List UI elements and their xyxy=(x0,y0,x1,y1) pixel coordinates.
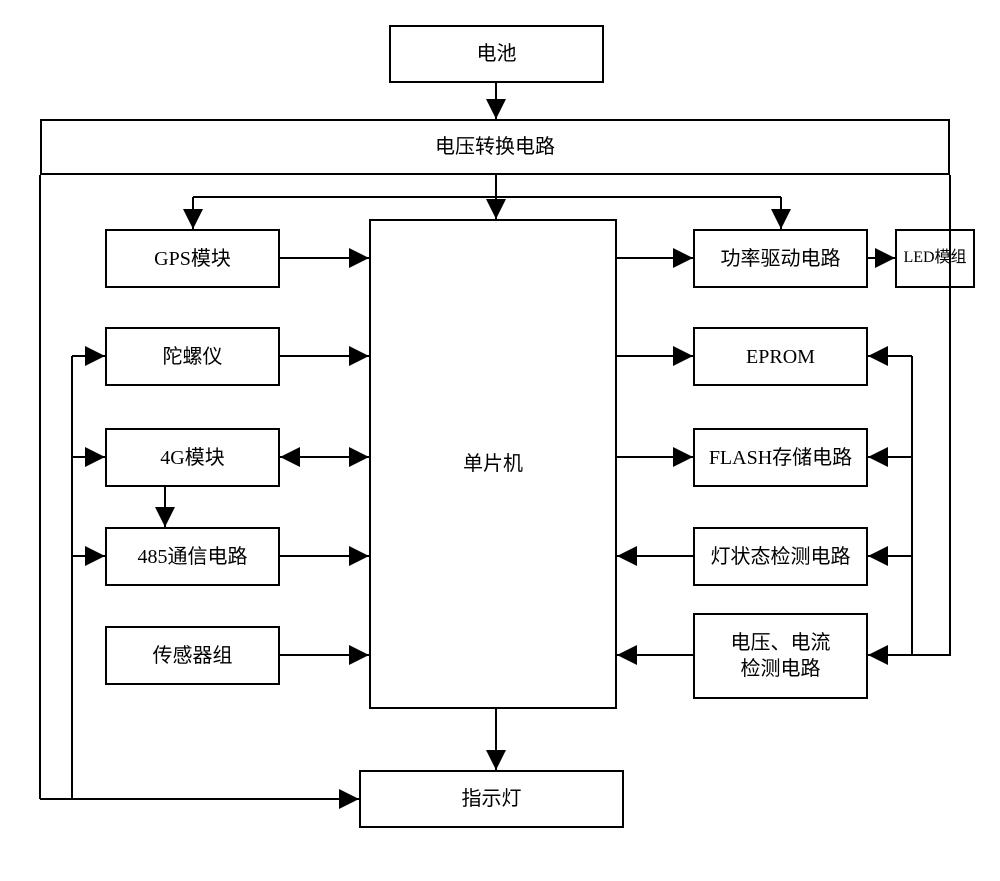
label: 指示灯 xyxy=(462,786,522,812)
label: FLASH存储电路 xyxy=(709,445,852,471)
node-mcu: 单片机 xyxy=(369,219,617,709)
label: 电压转换电路 xyxy=(435,134,555,160)
node-lampdet: 灯状态检测电路 xyxy=(693,527,868,586)
label: 单片机 xyxy=(463,451,523,477)
node-flash: FLASH存储电路 xyxy=(693,428,868,487)
label: EPROM xyxy=(746,344,815,370)
node-fourg: 4G模块 xyxy=(105,428,280,487)
node-powerdrv: 功率驱动电路 xyxy=(693,229,868,288)
label: LED模组 xyxy=(903,248,966,269)
node-indicator: 指示灯 xyxy=(359,770,624,828)
node-eprom: EPROM xyxy=(693,327,868,386)
label: 功率驱动电路 xyxy=(721,246,841,272)
node-gyro: 陀螺仪 xyxy=(105,327,280,386)
node-ledmod: LED模组 xyxy=(895,229,975,288)
label: 灯状态检测电路 xyxy=(711,544,851,570)
node-voltconv: 电压转换电路 xyxy=(40,119,950,175)
label: 4G模块 xyxy=(160,445,224,471)
label: 电压、电流 检测电路 xyxy=(731,630,831,682)
label: 传感器组 xyxy=(153,643,233,669)
label: 485通信电路 xyxy=(138,544,248,570)
node-rs485: 485通信电路 xyxy=(105,527,280,586)
label: 电池 xyxy=(477,41,517,67)
node-gps: GPS模块 xyxy=(105,229,280,288)
node-sensors: 传感器组 xyxy=(105,626,280,685)
label: 陀螺仪 xyxy=(163,344,223,370)
node-battery: 电池 xyxy=(389,25,604,83)
node-vicheck: 电压、电流 检测电路 xyxy=(693,613,868,699)
label: GPS模块 xyxy=(154,246,231,272)
